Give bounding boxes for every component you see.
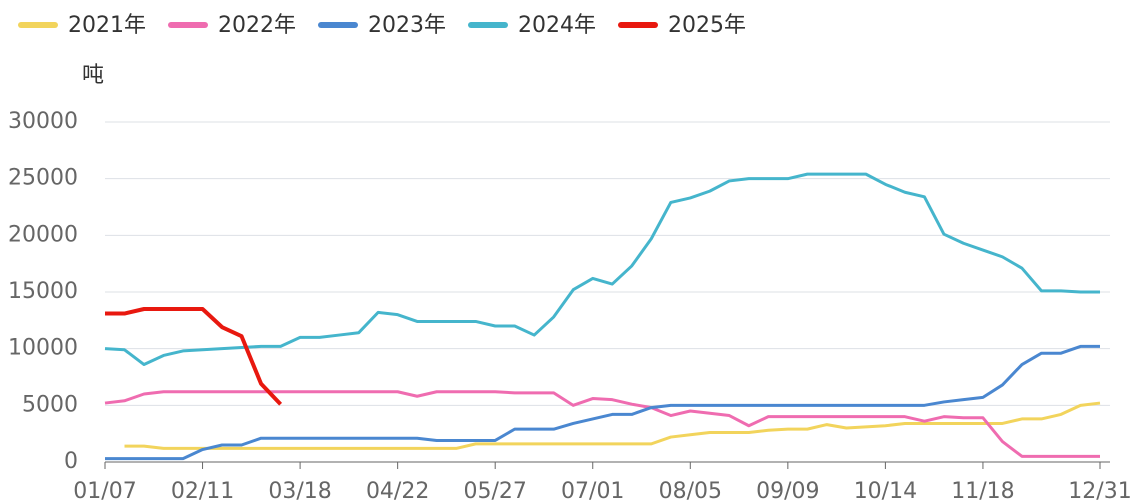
x-tick-label: 01/07 — [73, 479, 136, 503]
y-tick-label: 5000 — [22, 392, 78, 417]
legend-label: 2022年 — [218, 13, 296, 38]
x-tick-label: 11/18 — [951, 479, 1014, 503]
x-tick-label: 07/01 — [561, 479, 624, 503]
series-line — [124, 401, 1101, 450]
x-tick-label: 05/27 — [463, 479, 526, 503]
y-tick-label: 30000 — [8, 109, 78, 134]
y-axis-label: 吨 — [82, 63, 104, 88]
legend-swatch — [168, 22, 208, 28]
series-line — [105, 344, 1100, 461]
legend-label: 2025年 — [668, 13, 746, 38]
x-tick-label: 03/18 — [268, 479, 331, 503]
series-line — [105, 307, 283, 406]
y-tick-label: 20000 — [8, 222, 78, 247]
legend-label: 2024年 — [518, 13, 596, 38]
x-tick-label: 12/31 — [1068, 479, 1131, 503]
x-tick-label: 09/09 — [756, 479, 819, 503]
x-tick-label: 08/05 — [659, 479, 722, 503]
legend-swatch — [618, 22, 658, 28]
legend-swatch — [468, 22, 508, 28]
y-tick-label: 15000 — [8, 279, 78, 304]
x-tick-label: 10/14 — [854, 479, 917, 503]
x-tick-label: 02/11 — [171, 479, 234, 503]
x-tick-label: 04/22 — [366, 479, 429, 503]
legend-swatch — [318, 22, 358, 28]
y-tick-label: 10000 — [8, 336, 78, 361]
series-line — [104, 172, 1100, 367]
legend-label: 2023年 — [368, 13, 446, 38]
legend-label: 2021年 — [68, 13, 146, 38]
y-tick-label: 0 — [64, 449, 78, 474]
y-tick-label: 25000 — [8, 166, 78, 191]
legend-swatch — [18, 22, 58, 28]
